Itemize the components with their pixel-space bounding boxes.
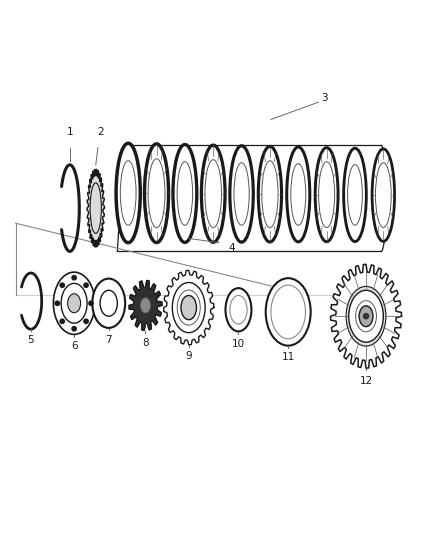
Ellipse shape (287, 147, 310, 242)
Text: 11: 11 (282, 352, 295, 362)
Text: 6: 6 (71, 341, 78, 351)
Ellipse shape (172, 282, 205, 333)
Ellipse shape (344, 148, 366, 241)
Circle shape (55, 301, 60, 305)
Text: 4: 4 (229, 243, 235, 253)
Circle shape (72, 327, 76, 331)
Text: 3: 3 (321, 93, 328, 103)
Ellipse shape (61, 284, 87, 323)
Ellipse shape (372, 149, 395, 241)
Polygon shape (87, 169, 104, 247)
Ellipse shape (53, 272, 95, 334)
Ellipse shape (258, 147, 282, 242)
Ellipse shape (116, 143, 140, 243)
Text: 7: 7 (106, 335, 112, 345)
Ellipse shape (230, 295, 247, 324)
Ellipse shape (181, 295, 197, 320)
Text: 12: 12 (360, 376, 373, 386)
Ellipse shape (359, 306, 373, 327)
Circle shape (60, 283, 64, 287)
Circle shape (60, 319, 64, 324)
Ellipse shape (141, 298, 150, 313)
Ellipse shape (92, 279, 125, 328)
Circle shape (364, 313, 369, 319)
Text: 5: 5 (28, 335, 34, 345)
Text: 2: 2 (97, 127, 103, 138)
Circle shape (84, 319, 88, 324)
Ellipse shape (230, 146, 253, 242)
Ellipse shape (271, 285, 305, 338)
Ellipse shape (226, 288, 251, 332)
Circle shape (84, 283, 88, 287)
Polygon shape (331, 264, 402, 368)
Circle shape (89, 301, 93, 305)
Ellipse shape (173, 144, 197, 243)
Ellipse shape (349, 290, 383, 342)
Ellipse shape (100, 290, 117, 316)
Ellipse shape (67, 294, 81, 313)
Text: 10: 10 (232, 340, 245, 349)
Text: 9: 9 (185, 351, 192, 361)
Text: 1: 1 (67, 127, 73, 138)
Ellipse shape (356, 301, 376, 332)
Ellipse shape (315, 148, 338, 241)
Text: 8: 8 (142, 338, 149, 349)
Polygon shape (129, 280, 162, 330)
Circle shape (72, 276, 76, 280)
Ellipse shape (145, 144, 169, 243)
Ellipse shape (346, 286, 386, 346)
Ellipse shape (266, 278, 311, 345)
Polygon shape (164, 270, 214, 345)
Ellipse shape (177, 290, 200, 325)
Ellipse shape (201, 145, 225, 243)
